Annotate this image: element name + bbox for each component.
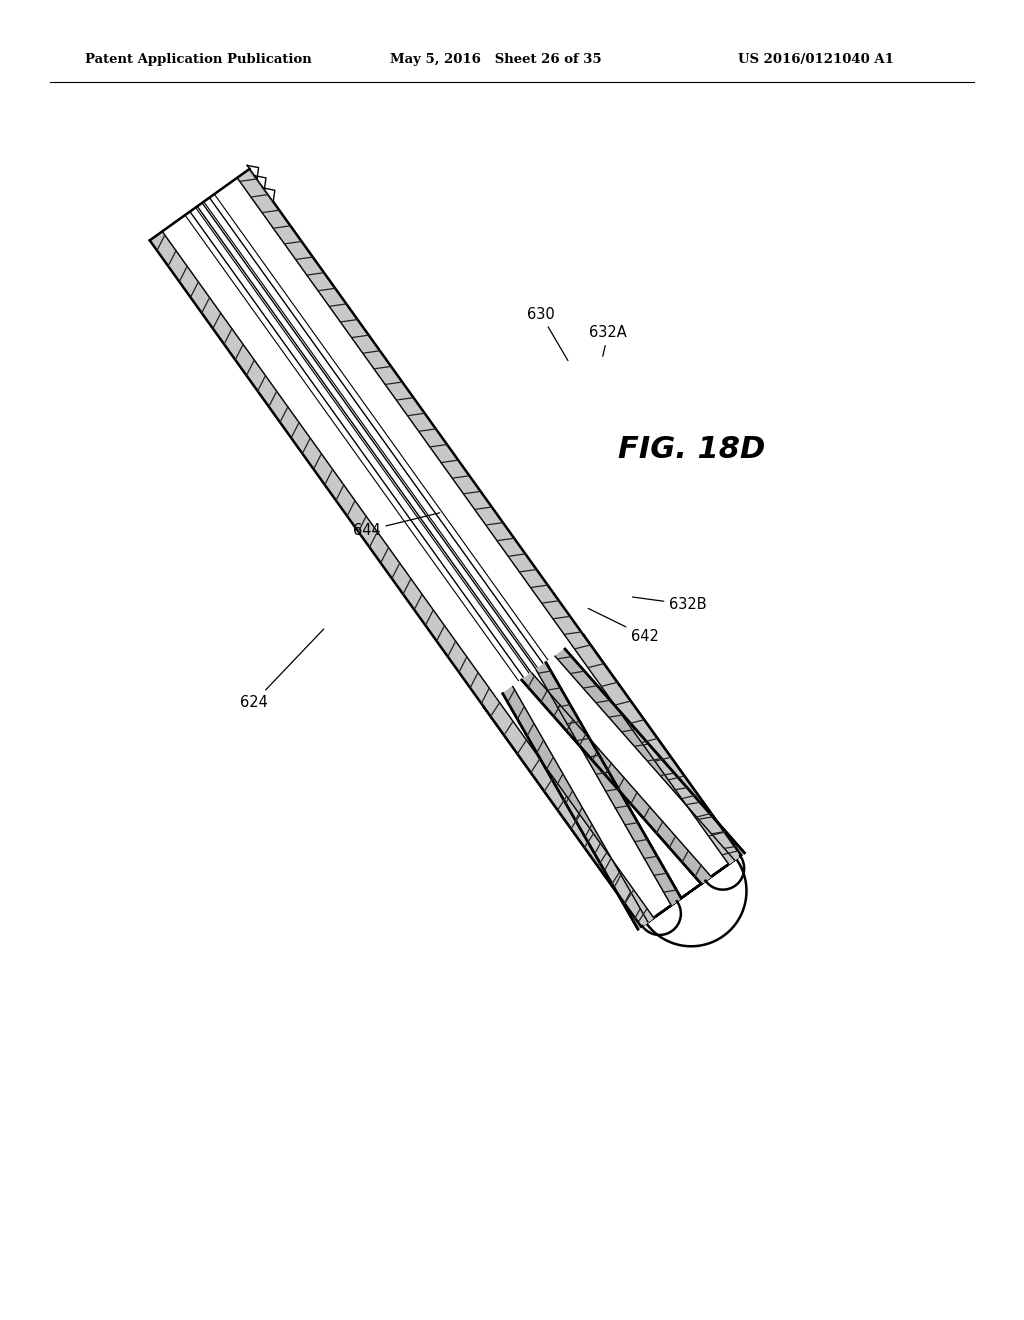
Polygon shape	[571, 636, 741, 865]
Text: US 2016/0121040 A1: US 2016/0121040 A1	[738, 54, 894, 66]
Polygon shape	[150, 231, 497, 708]
Polygon shape	[522, 649, 744, 890]
Polygon shape	[255, 176, 266, 190]
Text: May 5, 2016   Sheet 26 of 35: May 5, 2016 Sheet 26 of 35	[390, 54, 602, 66]
Text: 632B: 632B	[633, 597, 707, 612]
Polygon shape	[150, 169, 584, 708]
Text: FIG. 18D: FIG. 18D	[618, 436, 765, 465]
Polygon shape	[247, 165, 259, 180]
Polygon shape	[484, 698, 653, 927]
Polygon shape	[503, 663, 681, 935]
Polygon shape	[503, 686, 648, 929]
Text: Patent Application Publication: Patent Application Publication	[85, 54, 311, 66]
Text: 624: 624	[240, 630, 324, 710]
Polygon shape	[522, 673, 712, 884]
Polygon shape	[555, 649, 744, 861]
Polygon shape	[537, 663, 681, 906]
Text: 644: 644	[352, 512, 439, 539]
Polygon shape	[263, 187, 274, 202]
Polygon shape	[238, 169, 584, 644]
Text: 642: 642	[588, 609, 659, 644]
Text: 630: 630	[526, 306, 568, 360]
Text: 632A: 632A	[590, 325, 627, 356]
Polygon shape	[484, 636, 746, 946]
Text: 622: 622	[504, 715, 608, 829]
